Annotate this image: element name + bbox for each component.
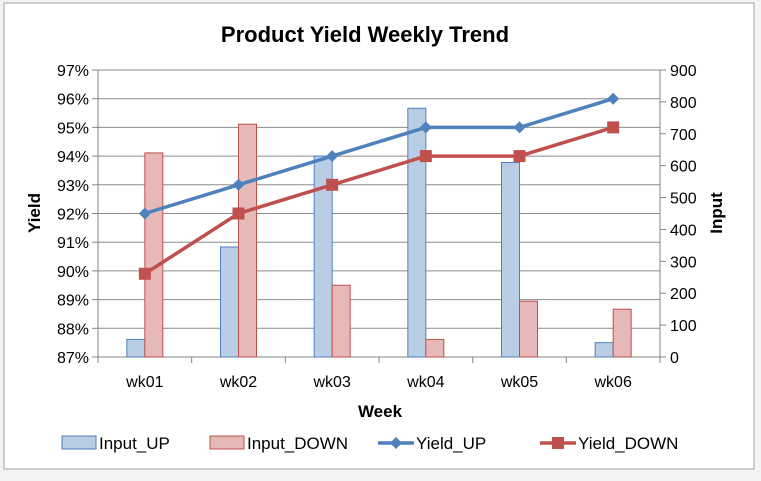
point-yield-up [513, 121, 526, 134]
y2-tick-label: 700 [670, 127, 697, 144]
x-tick-label: wk01 [125, 374, 163, 391]
point-yield-down [513, 150, 526, 163]
chart-border [3, 2, 755, 470]
legend-marker-yield-down [552, 437, 564, 449]
chart-title: Product Yield Weekly Trend [221, 22, 509, 47]
y2-tick-label: 0 [670, 350, 679, 367]
y-tick-label: 97% [57, 63, 89, 80]
legend-label-yield-down: Yield_DOWN [578, 434, 678, 453]
x-tick-label: wk02 [219, 374, 257, 391]
y-tick-label: 89% [57, 293, 89, 310]
bar-input-up [594, 342, 614, 358]
point-yield-up [232, 178, 245, 191]
y2-axis-label: Input [707, 192, 726, 234]
point-yield-down [138, 267, 151, 280]
y2-tick-label: 400 [670, 222, 697, 239]
y-tick-label: 96% [57, 92, 89, 109]
point-yield-up [607, 92, 620, 105]
line-yield-up [144, 97, 614, 216]
y-tick-label: 88% [57, 321, 89, 338]
x-tick-label: wk06 [593, 374, 631, 391]
plot-layer: 87% 88% 89% 90% 91% 92% 93% 94% 95% 96% 97% 0 100 200… [57, 63, 697, 391]
point-yield-up [326, 150, 339, 163]
bar-input-down [238, 123, 257, 358]
bar-input-up [220, 246, 239, 358]
point-yield-down [607, 121, 620, 134]
legend: Input_UP Input_DOWN Yield_UP Yield_DOWN [61, 434, 678, 453]
x-tick-label: wk03 [312, 374, 350, 391]
bar-input-down [519, 300, 538, 358]
line-yield-down [143, 125, 614, 276]
y-tick-label: 87% [57, 350, 89, 367]
legend-label-input-up: Input_UP [99, 434, 170, 453]
x-tick-label: wk04 [406, 374, 444, 391]
y2-tick-label: 600 [670, 159, 697, 176]
y2-tick-label: 500 [670, 191, 697, 208]
x-tick-label: wk05 [500, 374, 538, 391]
point-yield-up [138, 207, 151, 220]
y-tick-label: 94% [57, 149, 89, 166]
legend-label-input-down: Input_DOWN [247, 434, 348, 453]
y-tick-label: 91% [57, 235, 89, 252]
y2-tick-label: 200 [670, 286, 697, 303]
bar-input-up [126, 338, 146, 358]
y-axis-label: Yield [25, 193, 44, 233]
legend-swatch-input-up [61, 435, 97, 450]
y-tick-label: 95% [57, 120, 89, 137]
bar-input-up [313, 155, 333, 358]
y2-tick-label: 300 [670, 254, 697, 271]
bar-input-down [331, 284, 351, 358]
y-tick-label: 92% [57, 207, 89, 224]
bar-input-down [612, 308, 632, 358]
bar-input-down [425, 338, 445, 358]
legend-swatch-input-down [209, 435, 245, 450]
point-yield-up [419, 121, 432, 134]
y2-tick-label: 100 [670, 318, 697, 335]
bar-input-up [501, 161, 520, 358]
y-tick-label: 90% [57, 264, 89, 281]
x-axis-label: Week [358, 402, 403, 421]
point-yield-down [326, 178, 339, 191]
legend-label-yield-up: Yield_UP [416, 434, 486, 453]
y-tick-label: 93% [57, 178, 89, 195]
legend-marker-yield-up [390, 437, 402, 449]
point-yield-down [419, 150, 432, 163]
bar-input-down [144, 152, 164, 358]
y2-tick-label: 800 [670, 95, 697, 112]
y2-tick-label: 900 [670, 63, 697, 80]
point-yield-down [232, 207, 245, 220]
bar-input-up [407, 107, 427, 358]
